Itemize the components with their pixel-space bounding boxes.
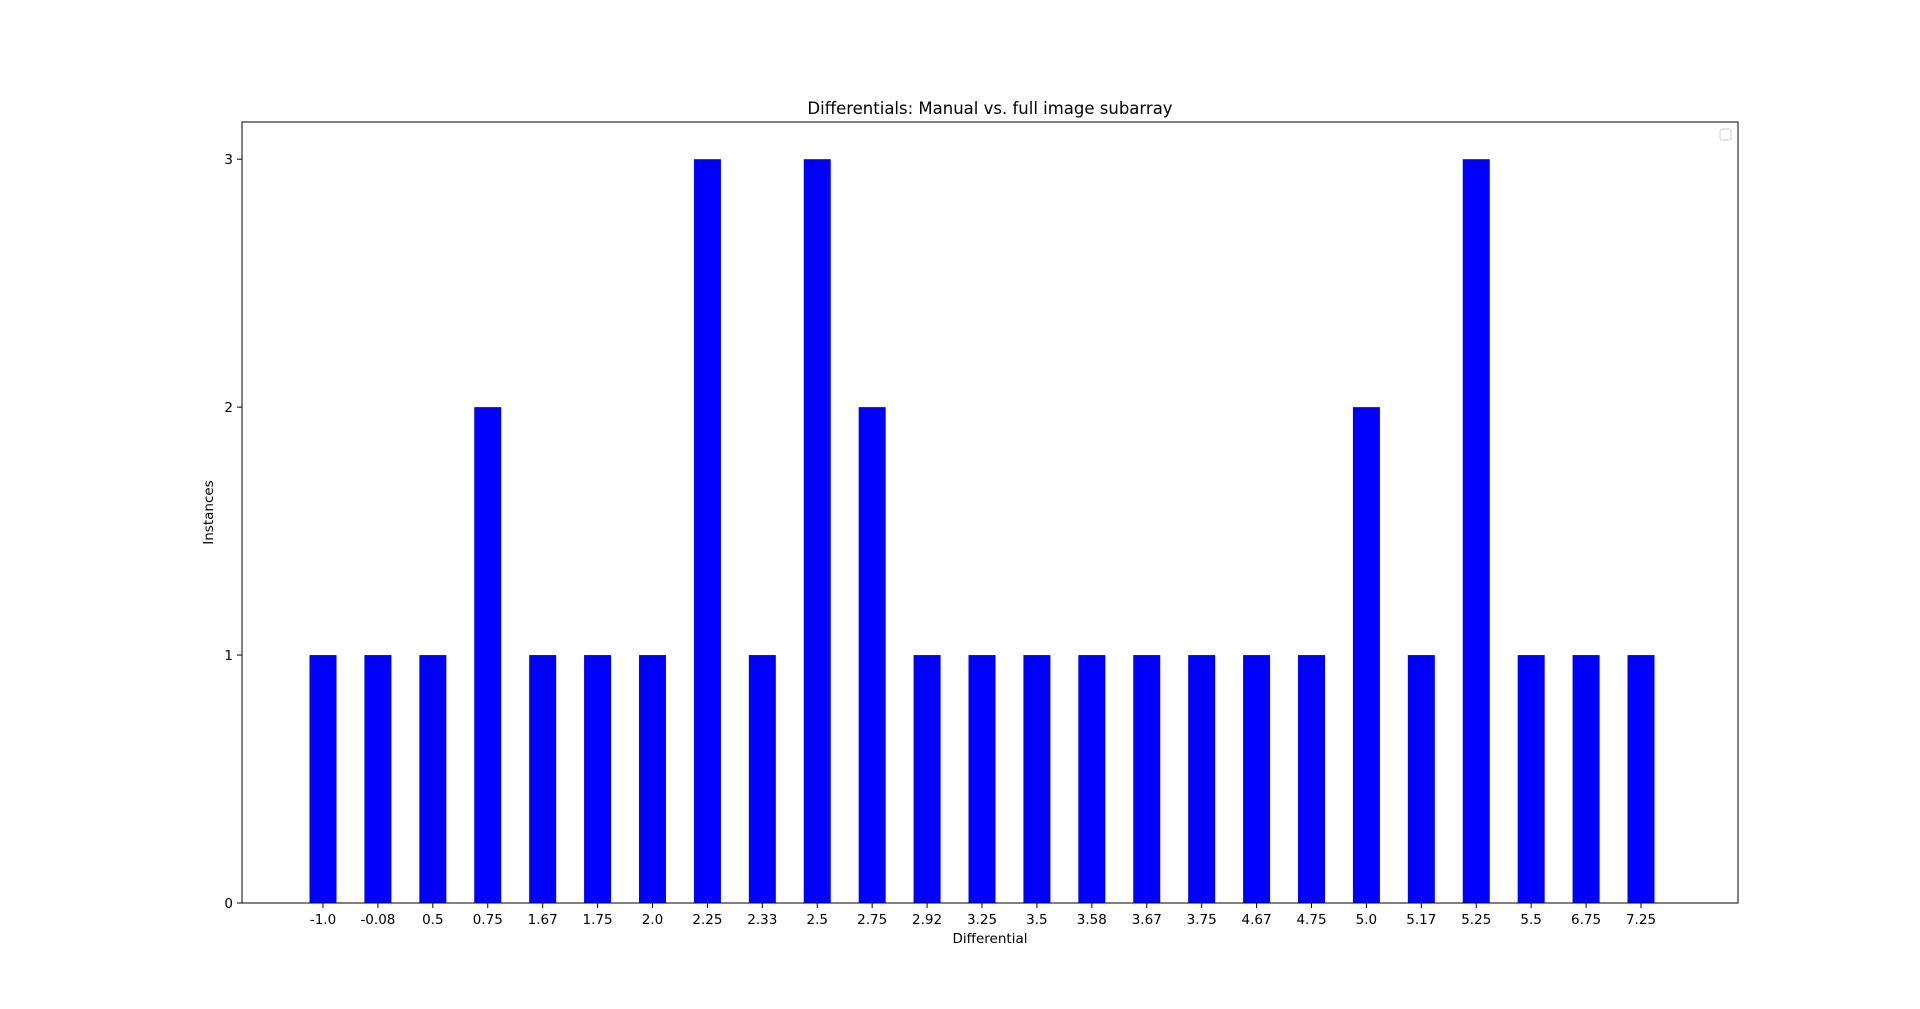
bar-2.33: [748, 655, 776, 903]
bar-1.67: [529, 655, 557, 903]
bar-0.5: [419, 655, 447, 903]
x-tick-label: 3.25: [967, 912, 997, 928]
x-tick-label: 1.75: [583, 912, 613, 928]
x-tick-label: 2.75: [857, 912, 887, 928]
x-tick-label: 1.67: [528, 912, 558, 928]
x-axis-ticks: -1.0 -0.08 0.5 0.75 1.67 1.75 2.0 2.25 2.33 2.5 2.…: [310, 903, 1656, 928]
bar-5.0: [1352, 407, 1380, 903]
bar-2.75: [858, 407, 886, 903]
bar-3.5: [1023, 655, 1051, 903]
x-tick-label: 3.5: [1026, 912, 1047, 928]
y-tick-label: 3: [224, 152, 233, 168]
bar--0.08: [364, 655, 392, 903]
bar-3.67: [1133, 655, 1161, 903]
bar-2.0: [639, 655, 666, 903]
bar--1.0: [309, 655, 337, 903]
bar-7.25: [1627, 655, 1655, 903]
x-tick-label: 3.67: [1132, 912, 1162, 928]
x-tick-label: 5.25: [1461, 912, 1491, 928]
plot-frame: [241, 121, 1739, 904]
bar-5.17: [1407, 655, 1435, 903]
bar-2.25: [693, 159, 721, 903]
x-tick-label: 2.0: [642, 912, 663, 928]
bar-3.75: [1188, 655, 1216, 903]
x-tick-label: 2.33: [747, 912, 777, 928]
chart-title: Differentials: Manual vs. full image sub…: [807, 99, 1172, 118]
y-tick-label: 1: [224, 648, 233, 664]
bar-3.25: [968, 655, 996, 903]
bar-4.67: [1243, 655, 1271, 903]
x-tick-label: 5.17: [1406, 912, 1436, 928]
bar-6.75: [1572, 655, 1600, 903]
x-tick-label: 0.5: [422, 912, 443, 928]
x-tick-label: 2.92: [912, 912, 942, 928]
y-tick-label: 2: [224, 400, 233, 416]
x-tick-label: 4.75: [1296, 912, 1326, 928]
bar-5.25: [1462, 159, 1490, 903]
x-axis-title: Differential: [953, 931, 1028, 947]
x-tick-label: 7.25: [1626, 912, 1656, 928]
x-tick-label: 2.5: [807, 912, 828, 928]
bar-0.75: [474, 407, 502, 903]
x-tick-label: 4.67: [1242, 912, 1272, 928]
y-axis-ticks: 0 1 2 3: [224, 152, 242, 912]
x-tick-label: 3.58: [1077, 912, 1107, 928]
y-tick-label: 0: [224, 896, 233, 912]
x-tick-label: 5.5: [1520, 912, 1541, 928]
x-tick-label: -0.08: [360, 912, 395, 928]
x-tick-label: 3.75: [1187, 912, 1217, 928]
bar-2.5: [803, 159, 831, 903]
bar-2.92: [913, 655, 941, 903]
bar-4.75: [1298, 655, 1325, 903]
x-tick-label: 2.25: [692, 912, 722, 928]
bar-5.5: [1517, 655, 1545, 903]
bars-group: [309, 159, 1655, 903]
x-tick-label: 6.75: [1571, 912, 1601, 928]
legend-box: [1719, 128, 1732, 141]
x-tick-label: -1.0: [310, 912, 336, 928]
x-tick-label: 5.0: [1356, 912, 1377, 928]
bar-3.58: [1078, 655, 1106, 903]
bar-1.75: [584, 655, 612, 903]
x-tick-label: 0.75: [473, 912, 503, 928]
y-axis-title: Instances: [201, 480, 217, 544]
